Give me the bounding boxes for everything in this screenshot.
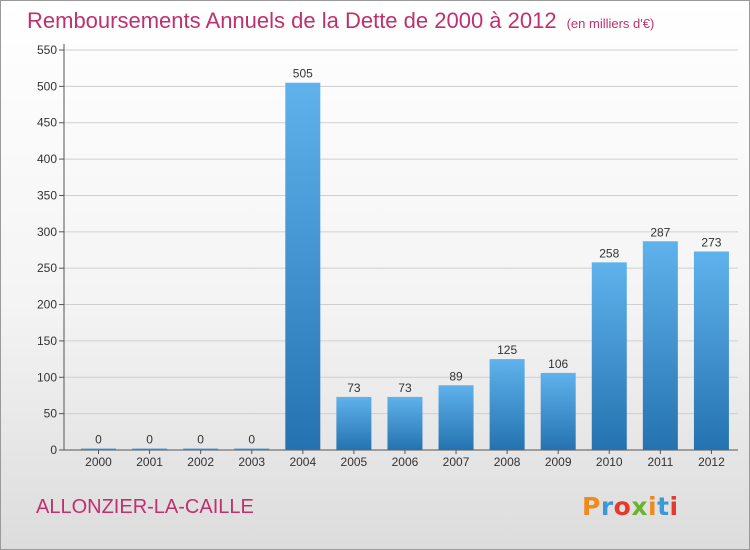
- x-tick-label: 2005: [341, 455, 368, 469]
- y-tick-label: 500: [37, 79, 57, 93]
- y-tick-label: 200: [37, 298, 57, 312]
- x-tick-label: 2008: [494, 455, 521, 469]
- bar-value-label: 0: [248, 433, 255, 447]
- bar: [132, 448, 168, 450]
- bar: [438, 385, 474, 450]
- bar-value-label: 89: [449, 369, 463, 383]
- logo-letter: o: [613, 492, 632, 521]
- bar: [285, 82, 321, 451]
- bar: [183, 448, 219, 450]
- y-tick-label: 450: [37, 116, 57, 130]
- y-tick-label: 400: [37, 152, 57, 166]
- y-tick-label: 0: [50, 443, 57, 457]
- bar-value-label: 258: [599, 246, 619, 260]
- y-tick-label: 150: [37, 334, 57, 348]
- logo-letter: x: [631, 492, 648, 521]
- y-tick-label: 300: [37, 225, 57, 239]
- bar: [540, 372, 576, 450]
- y-tick-label: 350: [37, 188, 57, 202]
- x-tick-label: 2004: [289, 455, 316, 469]
- x-tick-label: 2001: [136, 455, 163, 469]
- bar-value-label: 73: [347, 381, 361, 395]
- x-tick-label: 2002: [187, 455, 214, 469]
- bar-value-label: 0: [146, 433, 153, 447]
- x-tick-label: 2009: [545, 455, 572, 469]
- bar: [642, 241, 678, 450]
- bar: [693, 251, 729, 450]
- commune-name: ALLONZIER-LA-CAILLE: [36, 496, 254, 518]
- y-tick-label: 100: [37, 370, 57, 384]
- x-tick-label: 2007: [443, 455, 470, 469]
- bar-value-label: 125: [497, 343, 517, 357]
- y-tick-label: 550: [37, 43, 57, 57]
- bar: [336, 396, 372, 450]
- bar: [387, 396, 423, 450]
- bar: [591, 262, 627, 450]
- bar-value-label: 0: [197, 433, 204, 447]
- logo-letter: t: [657, 492, 670, 521]
- x-tick-label: 2006: [392, 455, 419, 469]
- bar-value-label: 505: [293, 67, 313, 81]
- logo-letter: r: [600, 492, 614, 521]
- bar-value-label: 273: [701, 235, 721, 249]
- logo-letter: i: [669, 492, 679, 521]
- logo-letter: i: [648, 492, 658, 521]
- x-tick-label: 2012: [698, 455, 725, 469]
- y-tick-label: 250: [37, 261, 57, 275]
- bar: [234, 448, 270, 450]
- chart-unit: (en milliers d'€): [566, 16, 655, 31]
- bar-value-label: 287: [650, 225, 670, 239]
- x-tick-label: 2010: [596, 455, 623, 469]
- chart-title-text: Remboursements Annuels de la Dette de 20…: [27, 8, 557, 33]
- logo-letter: P: [582, 492, 601, 521]
- proxiti-logo: Proxiti: [582, 492, 679, 521]
- bar-value-label: 73: [398, 381, 412, 395]
- x-tick-label: 2003: [238, 455, 265, 469]
- bar-value-label: 0: [95, 433, 102, 447]
- bar: [489, 359, 525, 450]
- bar: [81, 448, 116, 450]
- chart-title: Remboursements Annuels de la Dette de 20…: [27, 8, 654, 34]
- bar-value-label: 106: [548, 357, 568, 371]
- x-tick-label: 2000: [85, 455, 112, 469]
- x-tick-label: 2011: [647, 455, 673, 469]
- y-tick-label: 50: [44, 407, 58, 421]
